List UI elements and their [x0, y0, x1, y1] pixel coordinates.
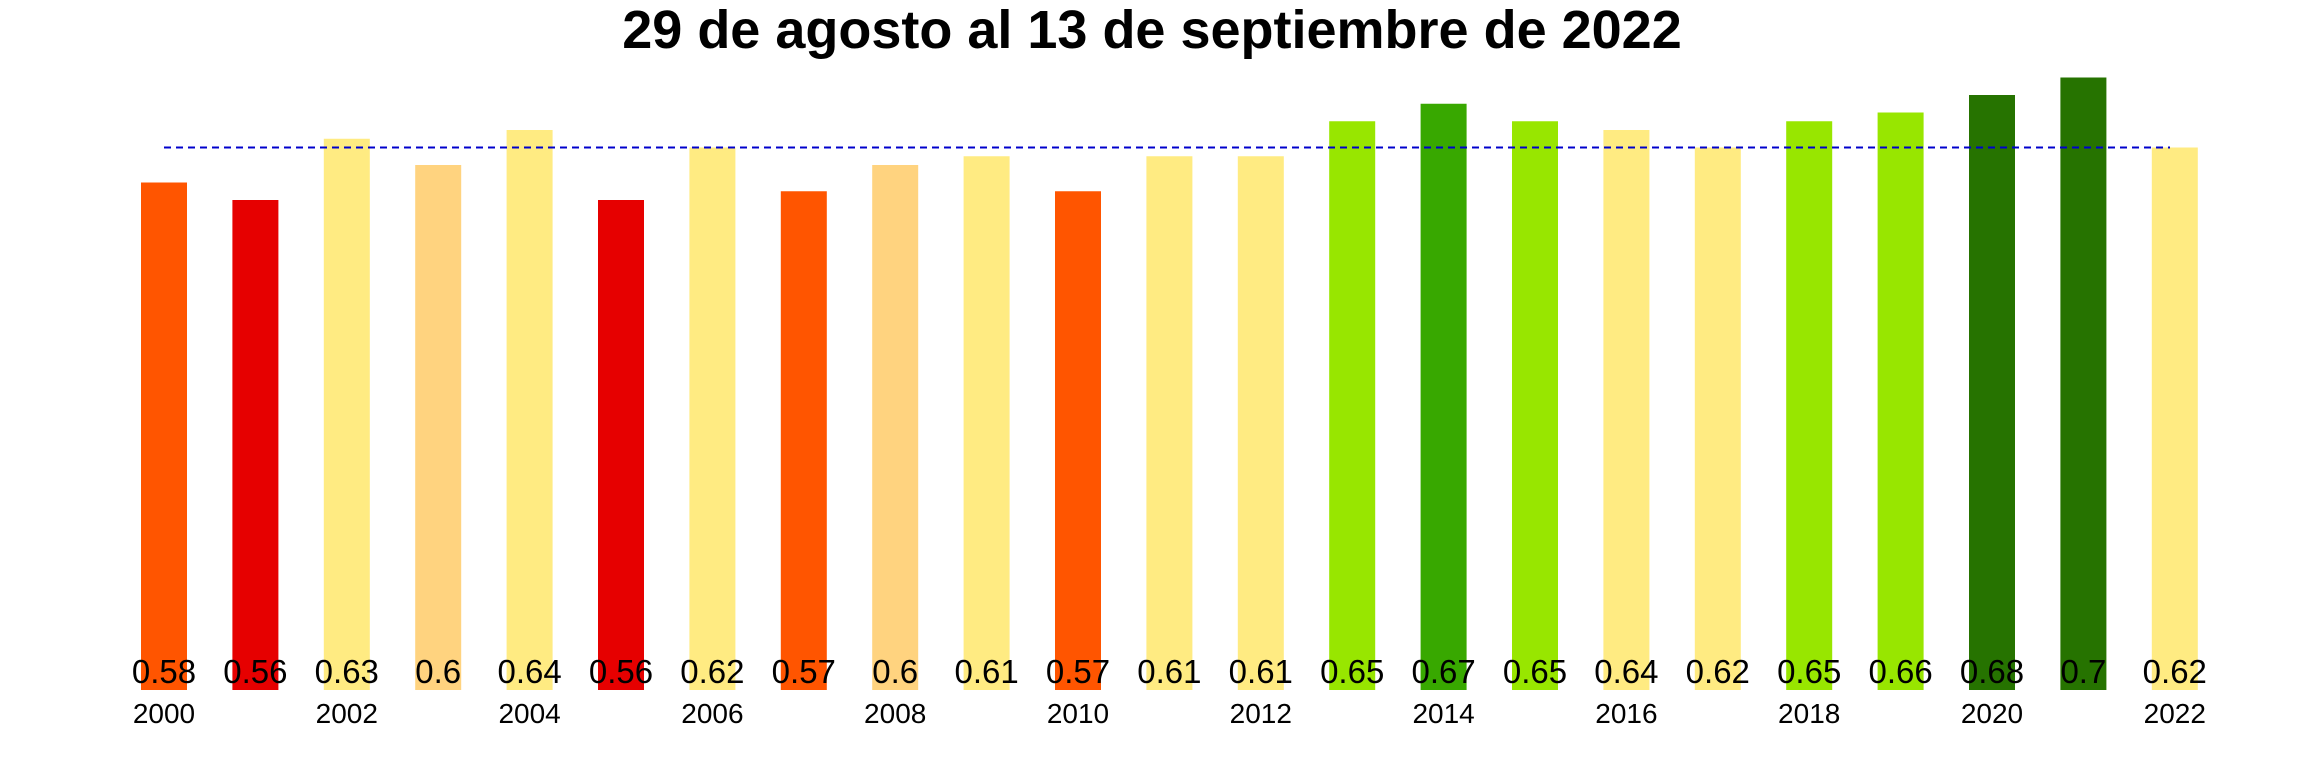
- bar-2011: [1146, 156, 1193, 690]
- value-label-2021: 0.7: [2060, 653, 2106, 690]
- tick-label-2002: 2002: [316, 698, 378, 729]
- bar-2020: [1969, 95, 2015, 690]
- tick-label-2020: 2020: [1961, 698, 2023, 729]
- tick-label-2010: 2010: [1047, 698, 1109, 729]
- value-label-2005: 0.56: [589, 653, 653, 690]
- bar-2000: [141, 182, 187, 690]
- bar-2007: [780, 191, 827, 690]
- tick-label-2006: 2006: [681, 698, 743, 729]
- value-label-2011: 0.61: [1137, 653, 1201, 690]
- bar-2003: [415, 165, 462, 690]
- bar-2016: [1603, 130, 1650, 690]
- value-label-2006: 0.62: [680, 653, 744, 690]
- bar-2004: [506, 130, 553, 690]
- bar-2008: [872, 165, 919, 690]
- tick-label-2008: 2008: [864, 698, 926, 729]
- tick-label-2016: 2016: [1595, 698, 1657, 729]
- value-label-2010: 0.57: [1046, 653, 1110, 690]
- bar-2022: [2151, 147, 2198, 690]
- value-label-2003: 0.6: [415, 653, 461, 690]
- bar-2014: [1420, 103, 1467, 690]
- value-label-2022: 0.62: [2143, 653, 2207, 690]
- value-label-2018: 0.65: [1777, 653, 1841, 690]
- bar-2015: [1512, 121, 1558, 690]
- value-labels-group: 0.58 0.56 0.63 0.6 0.64 0.56 0.62 0.57 0.6 0.61 0.…: [132, 653, 2207, 690]
- tick-label-2022: 2022: [2144, 698, 2206, 729]
- tick-label-2012: 2012: [1230, 698, 1292, 729]
- value-label-2019: 0.66: [1868, 653, 1932, 690]
- value-label-2015: 0.65: [1503, 653, 1567, 690]
- tick-label-2000: 2000: [133, 698, 195, 729]
- tick-label-2018: 2018: [1778, 698, 1840, 729]
- bars-group: [141, 77, 2198, 690]
- bar-2012: [1237, 156, 1284, 690]
- value-label-2009: 0.61: [954, 653, 1018, 690]
- chart-title: 29 de agosto al 13 de septiembre de 2022: [622, 0, 1682, 60]
- bar-2018: [1786, 121, 1833, 690]
- bar-2005: [598, 200, 644, 690]
- bar-2009: [963, 156, 1010, 690]
- tick-label-2014: 2014: [1412, 698, 1474, 729]
- bar-2002: [323, 138, 370, 690]
- bar-2006: [689, 147, 736, 690]
- bar-2010: [1055, 191, 1101, 690]
- bar-2013: [1329, 121, 1376, 690]
- value-label-2007: 0.57: [772, 653, 836, 690]
- value-label-2004: 0.64: [497, 653, 561, 690]
- value-label-2014: 0.67: [1411, 653, 1475, 690]
- value-label-2016: 0.64: [1594, 653, 1658, 690]
- value-label-2000: 0.58: [132, 653, 196, 690]
- tick-labels-group: 2000 2002 2004 2006 2008 2010 2012 2014 2016 2018…: [133, 698, 2206, 729]
- tick-label-2004: 2004: [498, 698, 560, 729]
- value-label-2001: 0.56: [223, 653, 287, 690]
- bar-2021: [2060, 77, 2107, 690]
- value-label-2017: 0.62: [1686, 653, 1750, 690]
- value-label-2002: 0.63: [315, 653, 379, 690]
- value-label-2013: 0.65: [1320, 653, 1384, 690]
- bar-2017: [1694, 147, 1741, 690]
- value-label-2008: 0.6: [872, 653, 918, 690]
- value-label-2020: 0.68: [1960, 653, 2024, 690]
- bar-2001: [232, 200, 279, 690]
- bar-2019: [1877, 112, 1924, 690]
- value-label-2012: 0.61: [1229, 653, 1293, 690]
